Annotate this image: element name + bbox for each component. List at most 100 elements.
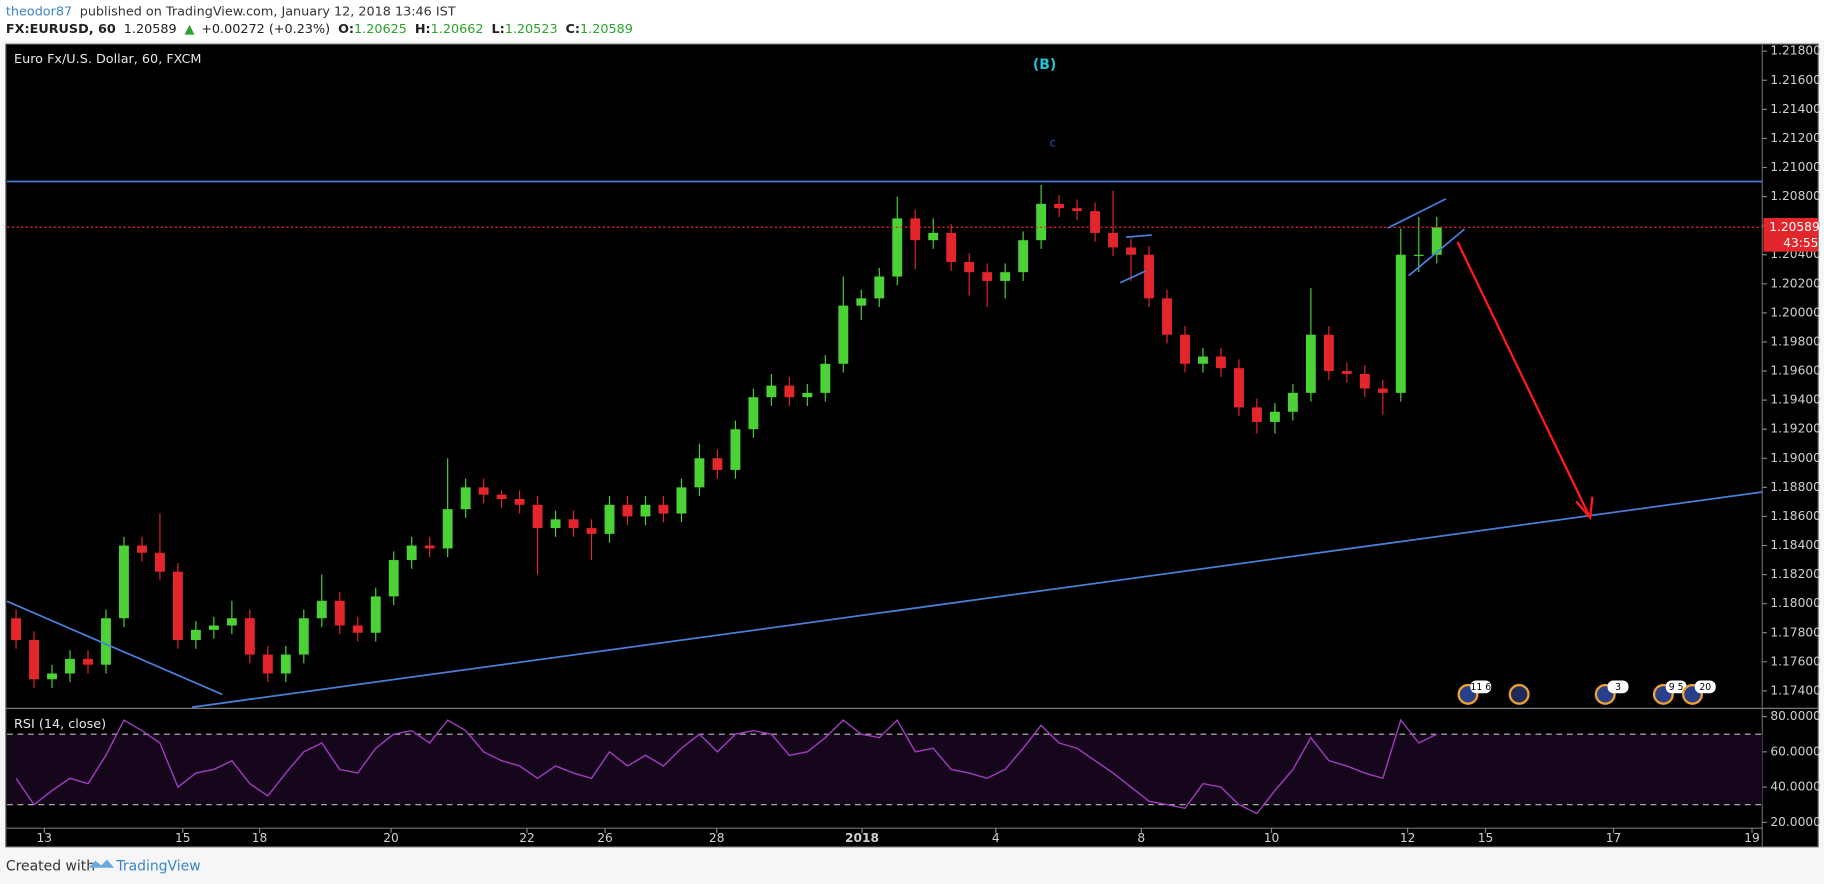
down-trendline	[6, 600, 223, 696]
candle-body	[1000, 272, 1011, 281]
x-tick-label: 15	[175, 831, 191, 845]
candle-body	[1162, 298, 1172, 335]
candle-body	[1126, 247, 1136, 255]
y-tick-label: 1.18000	[1770, 596, 1820, 610]
published: published on TradingView.com, January 12…	[80, 4, 456, 19]
candle-body	[154, 552, 165, 572]
rsi-title: RSI (14, close)	[14, 717, 106, 732]
candle-body	[352, 625, 363, 633]
x-tick-label: 2018	[845, 831, 879, 845]
price: 1.20589	[124, 22, 177, 37]
candle-body	[190, 629, 201, 641]
candle-body	[244, 618, 255, 655]
x-tick-label: 4	[992, 831, 1000, 845]
wedge-lower	[1408, 228, 1466, 277]
candle-body	[532, 504, 543, 529]
y-tick-label: 40.0000	[1770, 780, 1820, 794]
event-count: 20	[1699, 682, 1711, 693]
symbol: FX:EURUSD, 60	[6, 22, 116, 37]
candle-body	[1198, 356, 1208, 364]
candle-body	[568, 519, 579, 529]
candle-body	[460, 487, 471, 510]
event-count-bg	[1470, 680, 1492, 694]
candle-body	[1054, 203, 1065, 209]
y-tick-label: 1.19200	[1770, 422, 1820, 436]
candle-body	[820, 363, 831, 393]
x-tick-label: 8	[1137, 831, 1145, 845]
candle-body	[280, 654, 291, 674]
y-tick-label: 1.18200	[1770, 567, 1820, 581]
candle-body	[766, 385, 777, 398]
candle-body	[748, 397, 759, 430]
wedge-upper	[1387, 198, 1447, 229]
footer-brand[interactable]: TradingView	[115, 859, 200, 875]
l-value: 1.20523	[505, 22, 558, 37]
event-count-bg	[1694, 680, 1716, 694]
x-tick-label: 26	[597, 831, 613, 845]
candle-body	[928, 232, 939, 241]
header-bar	[0, 0, 1824, 41]
change: +0.00272 (+0.23%)	[201, 22, 330, 37]
c-value: 1.20589	[580, 22, 633, 37]
candle-body	[388, 560, 399, 597]
y-tick-label: 1.18600	[1770, 509, 1820, 523]
candle-body	[1018, 240, 1029, 273]
y-tick-label: 1.19600	[1770, 364, 1820, 378]
candle-body	[29, 640, 39, 680]
candle-body	[730, 429, 741, 470]
x-tick-label: 10	[1264, 831, 1280, 845]
candle-body	[208, 625, 219, 630]
arrow: ▲	[185, 22, 195, 37]
candle-body	[316, 600, 327, 619]
y-tick-label: 1.17800	[1770, 625, 1820, 639]
candle-body	[640, 504, 651, 517]
y-tick-label: 20.0000	[1770, 815, 1820, 829]
chart-title: Euro Fx/U.S. Dollar, 60, FXCM	[14, 52, 201, 67]
x-tick-label: 19	[1744, 831, 1760, 845]
candle-body	[65, 658, 75, 674]
header-line: theodor87 published on TradingView.com, …	[6, 4, 456, 19]
candle-body	[11, 618, 22, 641]
candle-body	[1108, 232, 1119, 248]
y-tick-label: 80.0000	[1770, 709, 1820, 723]
candle-body	[119, 545, 129, 619]
h-value: 1.20662	[431, 22, 484, 37]
y-tick-label: 60.0000	[1770, 744, 1820, 758]
x-tick-label: 28	[709, 831, 725, 845]
y-tick-label: 1.21200	[1770, 131, 1820, 145]
x-tick-label: 22	[519, 831, 535, 845]
event-count: 3	[1615, 682, 1621, 693]
candle-body	[964, 262, 975, 273]
candle-body	[658, 504, 669, 514]
candle-body	[1090, 211, 1101, 233]
brand-logo	[88, 859, 115, 868]
candle-body	[47, 673, 57, 680]
author[interactable]: theodor87	[6, 4, 72, 19]
arrow-head	[1575, 496, 1594, 521]
candle-body	[136, 545, 147, 553]
x-tick-label: 13	[37, 831, 53, 845]
y-tick-label: 1.20200	[1770, 276, 1820, 290]
last-price-label: 1.20589	[1769, 220, 1819, 234]
y-tick-label: 1.21000	[1770, 160, 1820, 174]
x-tick-label: 15	[1478, 831, 1494, 845]
l-label: L:	[491, 22, 504, 37]
candle-body	[1072, 208, 1083, 212]
candle-body	[910, 218, 921, 241]
candle-body	[406, 545, 417, 561]
candle-body	[83, 658, 93, 665]
candle-body	[1323, 334, 1334, 372]
y-tick-label: 1.17400	[1770, 683, 1820, 697]
candle-body	[1377, 388, 1388, 393]
candle-body	[101, 618, 111, 665]
y-tick-label: 1.19400	[1770, 393, 1820, 407]
c-label: C:	[566, 22, 581, 37]
candle-body	[694, 458, 705, 488]
countdown: 43:55	[1783, 236, 1818, 250]
last-price-tag	[1763, 217, 1819, 252]
x-tick-label: 18	[252, 831, 268, 845]
candle-body	[1216, 356, 1226, 369]
candle-body	[982, 272, 993, 281]
